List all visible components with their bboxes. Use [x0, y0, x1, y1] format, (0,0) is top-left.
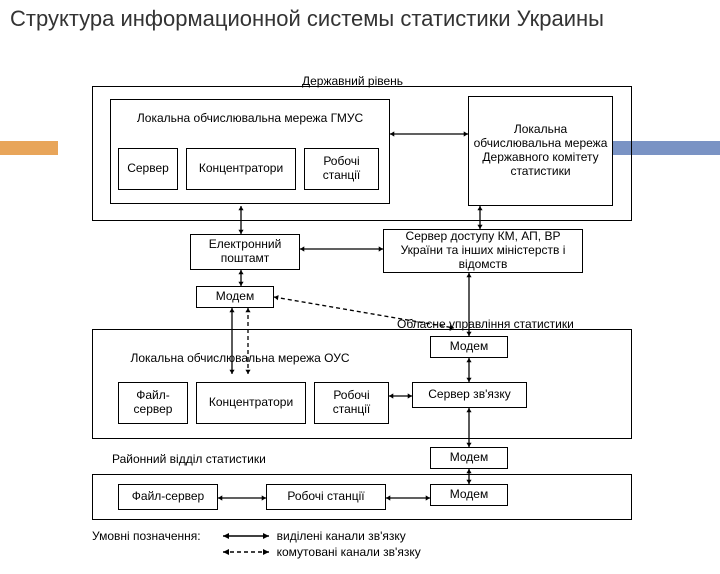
legend-dedicated: виділені канали зв'язку — [221, 529, 421, 543]
committee-box: Локальна обчислювальна мережа Державного… — [468, 96, 613, 206]
modem-box-4: Модем — [430, 484, 508, 506]
legend: Умовні позначення: виділені канали зв'яз… — [92, 529, 632, 569]
access-server-box: Сервер доступу КМ, АП, ВР України та інш… — [383, 229, 583, 273]
file-server-box-1: Файл-сервер — [118, 382, 188, 424]
modem-box-3: Модем — [430, 447, 508, 469]
modem-box-1: Модем — [196, 286, 274, 308]
district-label: Районний відділ статистики — [110, 452, 330, 468]
gmus-title-box: Локальна обчислювальна мережа ГМУС — [120, 104, 380, 134]
page-title: Структура информационной системы статист… — [0, 0, 720, 34]
ous-title-box: Локальна обчислювальна мережа ОУС — [120, 344, 360, 374]
legend-title: Умовні позначення: — [92, 529, 201, 543]
eposhtamt-box: Електронний поштамт — [190, 234, 300, 270]
server-box: Сервер — [118, 148, 178, 190]
file-server-box-2: Файл-сервер — [118, 484, 218, 510]
comm-server-box: Сервер зв'язку — [412, 382, 527, 408]
concentrators-box-2: Концентратори — [196, 382, 306, 424]
workstations-box-1: Робочі станції — [304, 148, 379, 190]
concentrators-box: Концентратори — [186, 148, 296, 190]
modem-box-2: Модем — [430, 336, 508, 358]
legend-switched: комутовані канали зв'язку — [221, 545, 421, 559]
accent-bar — [0, 141, 58, 155]
workstations-box-3: Робочі станції — [266, 484, 386, 510]
workstations-box-2: Робочі станції — [314, 382, 389, 424]
